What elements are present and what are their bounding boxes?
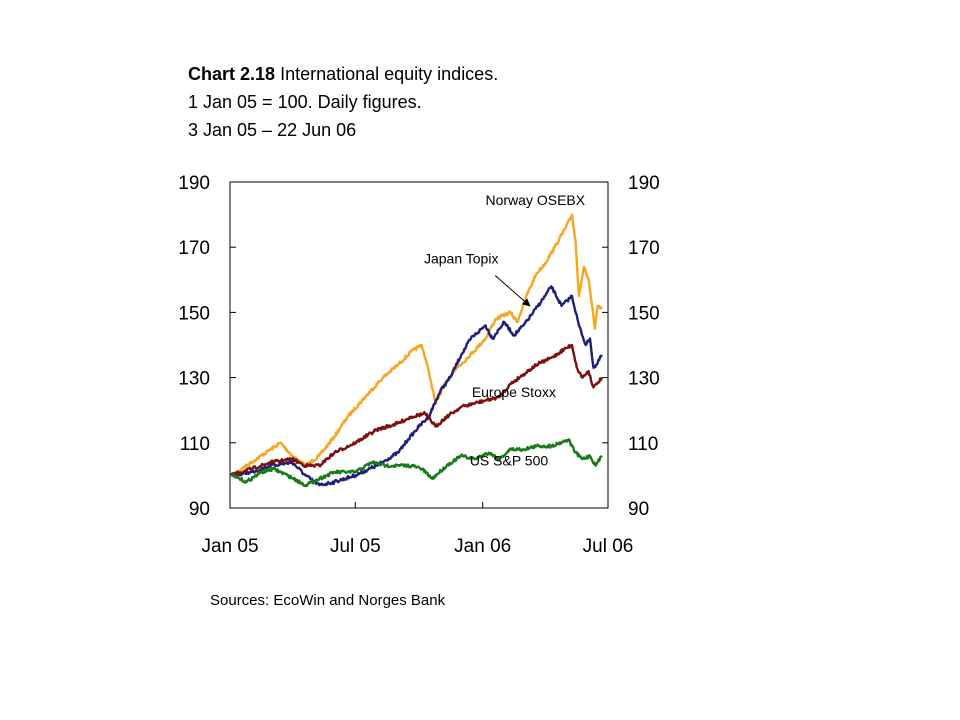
y-tick-label-left: 110 [180,434,210,455]
axes: 90 90 110 110 130 130 150 150 170 170 190 190 Jan 05… [178,173,659,557]
x-tick-label: Jan 05 [201,536,258,557]
series-line-norway-osebx [230,213,603,477]
y-tick-label-right: 90 [628,499,649,520]
title-line-3: 3 Jan 05 – 22 Jun 06 [188,120,357,140]
series-lines [230,213,603,488]
annotations: Norway OSEBX Japan Topix Europe Stoxx US S&… [424,192,586,469]
title-line-2: 1 Jan 05 = 100. Daily figures. [188,92,422,112]
y-tick-label-right: 150 [628,303,660,324]
annotation-europe-stoxx: Europe Stoxx [472,384,556,400]
annotation-us-s-p-500: US S&P 500 [470,453,549,469]
y-tick-label-left: 170 [178,238,210,259]
x-tick-label: Jul 05 [330,536,381,557]
y-tick-label-right: 190 [628,173,660,194]
annotation-japan-topix: Japan Topix [424,251,498,267]
series-line-us-s-p-500 [230,438,603,488]
x-tick-label: Jul 06 [583,536,634,557]
chart-title-text: International equity indices. [280,64,499,84]
x-tick-label: Jan 06 [454,536,511,557]
y-tick-label-right: 130 [628,369,660,390]
plot-frame [229,181,609,509]
y-tick-label-right: 110 [628,434,658,455]
title-line-1: Chart 2.18 International equity indices. [188,60,498,88]
source-note: Sources: EcoWin and Norges Bank [210,592,446,609]
annotation-arrow [494,275,531,307]
y-tick-label-left: 150 [178,303,210,324]
series-line-europe-stoxx [230,343,603,477]
y-tick-label-left: 130 [178,369,210,390]
chart-number: Chart 2.18 [188,64,276,84]
series-line-japan-topix [230,285,603,487]
chart-title: Chart 2.18 International equity indices.… [188,60,498,144]
y-tick-label-left: 90 [189,499,210,520]
y-tick-label-left: 190 [178,173,210,194]
y-tick-label-right: 170 [628,238,660,259]
annotation-norway-osebx: Norway OSEBX [486,192,586,208]
